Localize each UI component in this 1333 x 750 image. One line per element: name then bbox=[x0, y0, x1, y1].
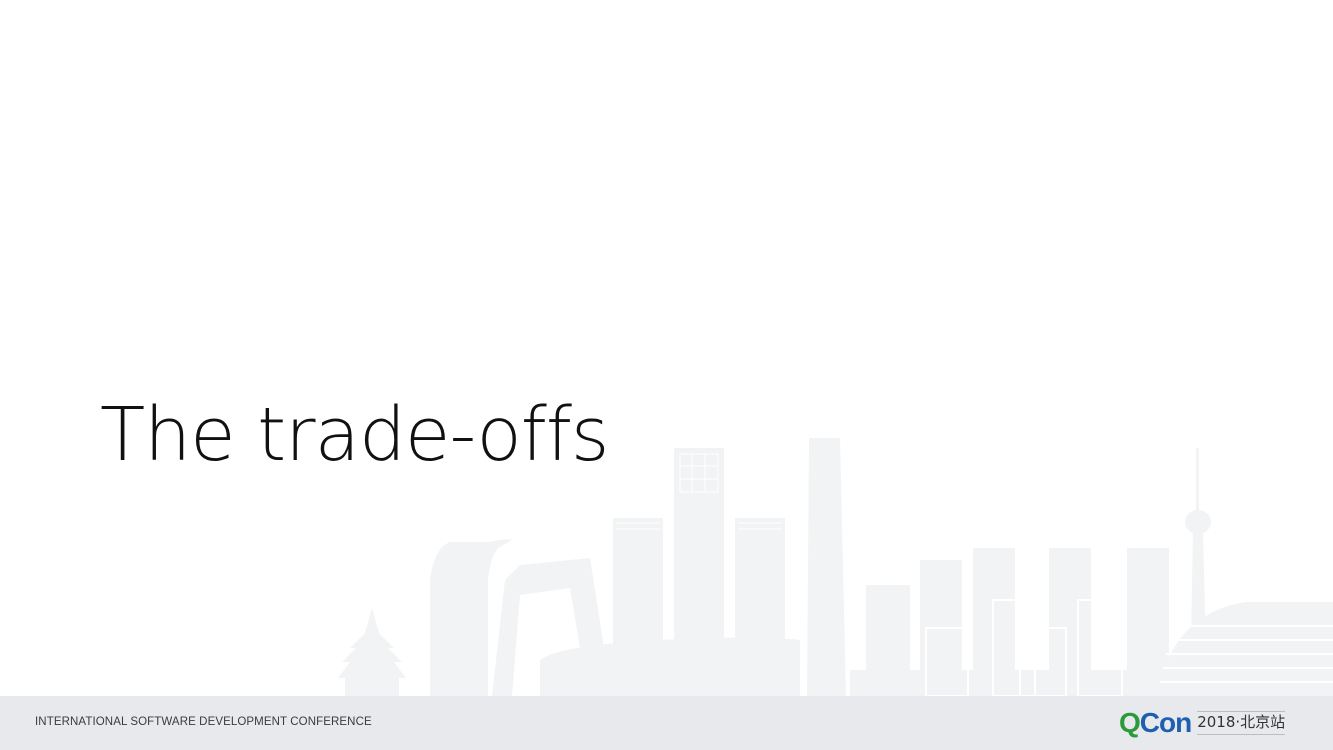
conference-name: INTERNATIONAL SOFTWARE DEVELOPMENT CONFE… bbox=[35, 716, 372, 728]
logo-q: Q bbox=[1119, 707, 1141, 738]
qcon-logo: QCon 2018·北京站 bbox=[1119, 706, 1286, 740]
footer-bar: INTERNATIONAL SOFTWARE DEVELOPMENT CONFE… bbox=[0, 696, 1333, 750]
beijing-skyline-icon bbox=[338, 438, 1333, 696]
slide-title: The trade-offs bbox=[100, 392, 609, 478]
logo-edition: 2018·北京站 bbox=[1197, 711, 1286, 735]
logo-wordmark: QCon bbox=[1119, 707, 1192, 738]
logo-con: Con bbox=[1139, 707, 1192, 738]
